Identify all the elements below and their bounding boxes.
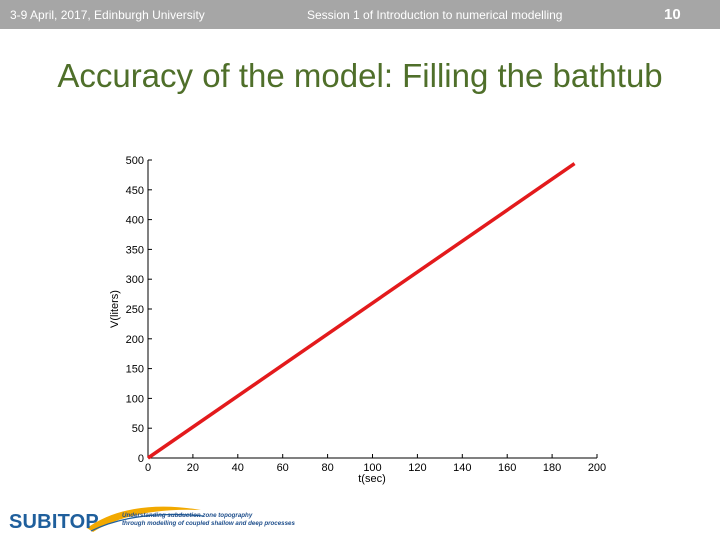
y-tick-label: 250 xyxy=(126,304,144,316)
slide-title: Accuracy of the model: Filling the batht… xyxy=(57,57,663,94)
x-tick-label: 40 xyxy=(232,462,244,474)
y-tick-label: 200 xyxy=(126,334,144,346)
series-line xyxy=(147,162,576,460)
y-tick-label: 50 xyxy=(132,423,144,435)
event-label: 3-9 April, 2017, Edinburgh University xyxy=(10,8,205,22)
y-tick-label: 100 xyxy=(126,393,144,405)
y-tick-label: 400 xyxy=(126,215,144,227)
x-tick-label: 120 xyxy=(408,462,426,474)
subitop-logo: SUBITOP Understanding subduction zone to… xyxy=(0,500,330,540)
x-tick-label: 60 xyxy=(277,462,289,474)
logo-tagline-line1: Understanding subduction zone topography xyxy=(122,512,253,519)
logo-wordmark: SUBITOP xyxy=(9,511,99,533)
y-tick-label: 150 xyxy=(126,364,144,376)
y-tick-label: 0 xyxy=(138,453,144,465)
y-tick-label: 300 xyxy=(126,274,144,286)
x-tick-label: 160 xyxy=(498,462,516,474)
y-tick-label: 450 xyxy=(126,185,144,197)
logo-tagline-line2: through modelling of coupled shallow and… xyxy=(122,520,295,527)
y-axis-label: V(liters) xyxy=(109,290,121,328)
x-tick-label: 140 xyxy=(453,462,471,474)
x-tick-label: 180 xyxy=(543,462,561,474)
x-tick-label: 80 xyxy=(321,462,333,474)
logo-tagline: Understanding subduction zone topography… xyxy=(122,512,295,528)
chart-ticks: 0 20 40 60 80 100 120 140 160 180 200 0 50 100 150 200 2… xyxy=(126,155,607,474)
chart-series xyxy=(147,162,576,460)
y-tick-label: 500 xyxy=(126,155,144,167)
x-tick-label: 100 xyxy=(363,462,381,474)
x-tick-label: 200 xyxy=(588,462,606,474)
x-tick-label: 20 xyxy=(187,462,199,474)
x-axis-label: t(sec) xyxy=(358,473,386,485)
y-tick-label: 350 xyxy=(126,244,144,256)
header-bar: 3-9 April, 2017, Edinburgh University Se… xyxy=(0,0,720,29)
logo-swoosh-icon xyxy=(87,506,204,532)
x-tick-label: 0 xyxy=(145,462,151,474)
session-label: Session 1 of Introduction to numerical m… xyxy=(307,8,563,22)
page-number: 10 xyxy=(664,6,681,23)
